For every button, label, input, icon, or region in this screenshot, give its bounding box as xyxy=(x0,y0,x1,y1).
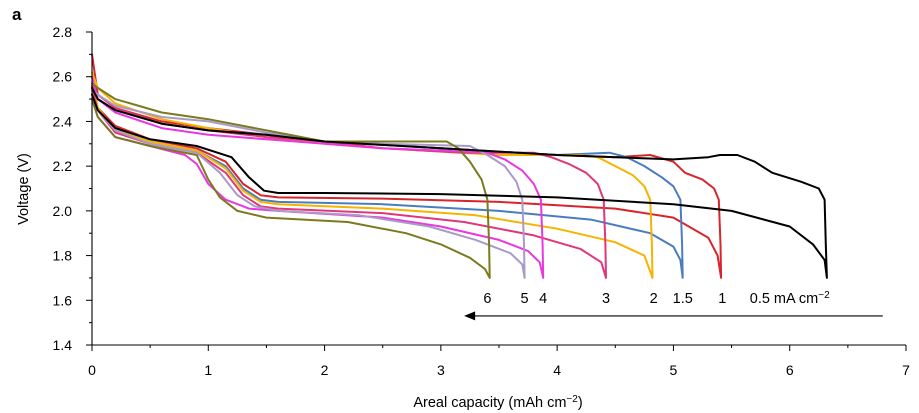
y-tick-label: 1.6 xyxy=(53,292,73,308)
arrow-head xyxy=(464,311,476,321)
rate-label-group: 0.5 mA cm−2 1 1.5 2 3 45 6 xyxy=(483,290,830,307)
curve-0.5-mA-cm-2 xyxy=(91,86,828,279)
y-axis-title: Voltage (V) xyxy=(16,153,32,225)
x-tick-label: 3 xyxy=(437,362,445,378)
x-tick-label: 1 xyxy=(204,362,212,378)
panel-label: a xyxy=(12,5,22,24)
rate-label: 1 xyxy=(718,291,726,307)
curve-6 xyxy=(91,82,491,279)
rate-label: 5 xyxy=(521,291,529,307)
y-tick-label: 1.4 xyxy=(53,337,73,353)
tick-group: 1.41.61.82.02.22.42.62.80 1 2 3 4 5 6 7 xyxy=(53,24,911,378)
rate-arrow xyxy=(464,311,883,321)
curve-group xyxy=(91,53,828,279)
rate-label: 4 xyxy=(539,291,547,307)
rate-label: 3 xyxy=(602,291,610,307)
curve-3 xyxy=(91,84,607,279)
x-tick-label: 5 xyxy=(670,362,678,378)
curve-5 xyxy=(91,89,526,279)
x-tick-label: 7 xyxy=(902,362,910,378)
y-tick-label: 2.4 xyxy=(53,113,73,129)
rate-label: 6 xyxy=(483,291,491,307)
curve-4 xyxy=(91,75,545,279)
y-tick-label: 2.0 xyxy=(53,203,73,219)
y-tick-label: 2.2 xyxy=(53,158,73,174)
curve-1 xyxy=(91,53,723,279)
x-tick-label: 2 xyxy=(321,362,329,378)
x-tick-label: 0 xyxy=(88,362,96,378)
rate-label: 2 xyxy=(650,291,658,307)
y-tick-label: 2.8 xyxy=(53,24,73,40)
y-tick-label: 2.6 xyxy=(53,69,73,85)
y-tick-label: 1.8 xyxy=(53,248,73,264)
x-tick-label: 6 xyxy=(786,362,794,378)
rate-label: 1.5 xyxy=(673,291,693,307)
x-axis-title: Areal capacity (mAh cm−2) xyxy=(413,394,582,411)
rate-label: 0.5 mA cm−2 xyxy=(750,290,830,307)
curve-2 xyxy=(91,71,654,279)
x-tick-label: 4 xyxy=(553,362,561,378)
